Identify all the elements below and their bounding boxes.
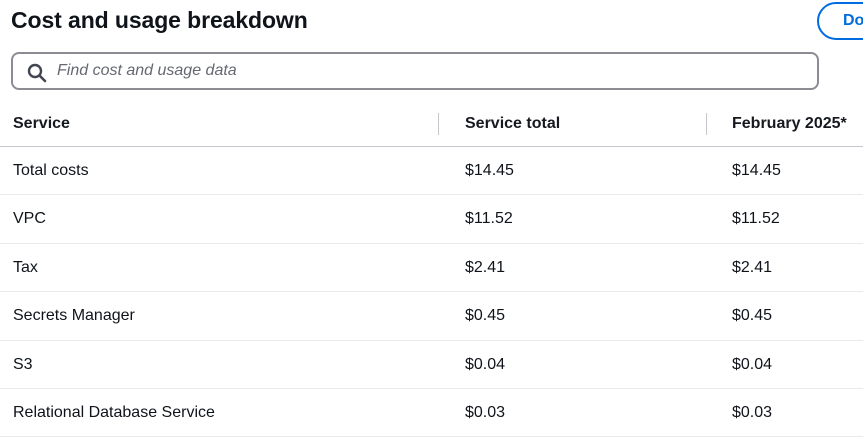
cost-table: Service Service total February 2025* Tot… — [0, 100, 863, 437]
cell-month: $14.45 — [732, 162, 781, 179]
cell-month: $11.52 — [732, 210, 780, 228]
section-title: Cost and usage breakdown — [11, 7, 308, 33]
column-header-service-total[interactable]: Service total — [465, 115, 561, 132]
column-divider[interactable] — [706, 113, 707, 135]
column-divider[interactable] — [438, 113, 439, 135]
cell-service-total: $0.04 — [465, 355, 506, 373]
table-row: Total costs $14.45 $14.45 — [0, 147, 863, 196]
column-header-month[interactable]: February 2025* — [732, 115, 847, 132]
cell-service-total: $2.41 — [465, 258, 506, 276]
table-row: Relational Database Service $0.03 $0.03 — [0, 389, 863, 437]
cell-service: Total costs — [13, 162, 89, 179]
cell-service-total: $14.45 — [465, 162, 514, 179]
table-header: Service Service total February 2025* — [0, 100, 863, 147]
table-row: S3 $0.04 $0.04 — [0, 341, 863, 389]
search-field[interactable] — [11, 52, 819, 90]
table-row: VPC $11.52 $11.52 — [0, 195, 863, 244]
table-row: Tax $2.41 $2.41 — [0, 244, 863, 293]
table-row: Secrets Manager $0.45 $0.45 — [0, 292, 863, 341]
cell-service-total: $0.03 — [465, 403, 506, 421]
cell-month: $2.41 — [732, 258, 773, 276]
column-header-service[interactable]: Service — [13, 115, 70, 132]
cell-service: Relational Database Service — [13, 403, 215, 421]
cell-month: $0.45 — [732, 307, 773, 325]
download-button[interactable]: Download table — [817, 2, 863, 40]
cell-month: $0.04 — [732, 355, 773, 373]
cell-service: S3 — [13, 355, 33, 373]
search-icon — [27, 63, 47, 83]
cell-service-total: $11.52 — [465, 210, 513, 228]
cell-service: VPC — [13, 210, 46, 228]
cell-month: $0.03 — [732, 403, 773, 421]
search-input[interactable] — [57, 54, 797, 88]
cell-service-total: $0.45 — [465, 307, 506, 325]
cell-service: Tax — [13, 258, 38, 276]
cell-service: Secrets Manager — [13, 307, 135, 325]
